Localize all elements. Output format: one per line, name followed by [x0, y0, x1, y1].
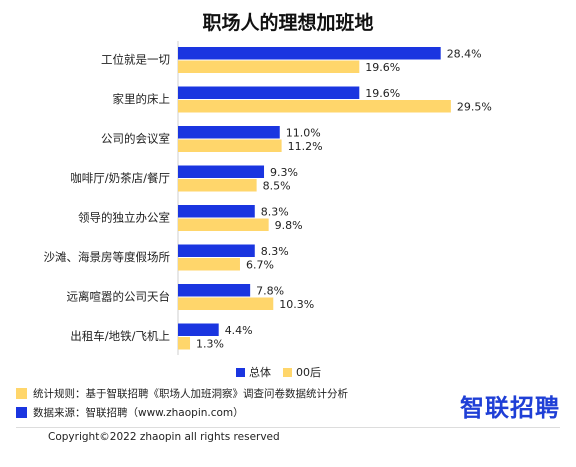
value-label-overall: 9.3% [270, 166, 298, 179]
bar-overall [178, 323, 219, 336]
bar-overall [178, 86, 360, 99]
category-label: 领导的独立办公室 [78, 211, 170, 225]
bar-overall [178, 126, 280, 139]
category-label: 公司的会议室 [101, 132, 170, 146]
chart-title: 职场人的理想加班地 [202, 12, 374, 34]
value-label-overall: 4.4% [225, 324, 253, 337]
note-data-source: 数据来源：智联招聘（www.zhaopin.com） [16, 405, 244, 420]
bar-00s [178, 297, 274, 310]
legend: 总体 00后 [236, 364, 321, 380]
legend-item-00s: 00后 [283, 364, 321, 380]
value-label-overall: 8.3% [261, 206, 289, 219]
zhaopin-logo: 智联招聘 [460, 394, 560, 422]
legend-swatch-00s [283, 367, 292, 377]
category-label: 远离喧嚣的公司天台 [67, 290, 171, 304]
legend-swatch-overall [236, 367, 245, 377]
note-statistics-rule: 统计规则：基于智联招聘《职场人加班洞察》调查问卷数据统计分析 [16, 386, 348, 401]
bar-overall [178, 47, 441, 60]
bar-chart: 工位就是一切 28.4% 19.6% 家里的床上 19.6% 29.5% 公司的会议室 11.… [44, 41, 492, 355]
bar-00s [178, 100, 451, 113]
footer-divider [16, 427, 560, 428]
value-label-overall: 28.4% [447, 48, 482, 61]
bar-overall [178, 244, 255, 257]
value-label-00s: 1.3% [196, 338, 224, 351]
legend-item-overall: 总体 [236, 364, 271, 380]
bar-00s [178, 337, 191, 350]
bar-00s [178, 258, 240, 271]
value-label-00s: 29.5% [457, 101, 492, 114]
category-label: 沙滩、海景房等度假场所 [44, 250, 171, 264]
value-label-00s: 8.5% [263, 180, 291, 193]
bar-00s [178, 218, 269, 231]
bar-overall [178, 284, 251, 297]
note-text-data-source: 数据来源：智联招聘（www.zhaopin.com） [33, 407, 244, 419]
bar-overall [178, 205, 255, 218]
category-label: 出租车/地铁/飞机上 [70, 329, 170, 343]
category-label: 家里的床上 [113, 92, 171, 106]
value-label-00s: 19.6% [365, 61, 400, 74]
category-label: 咖啡厅/奶茶店/餐厅 [70, 171, 170, 185]
note-swatch-blue [16, 407, 27, 418]
category-label: 工位就是一切 [101, 53, 170, 67]
note-text-statistics-rule: 统计规则：基于智联招聘《职场人加班洞察》调查问卷数据统计分析 [33, 388, 348, 400]
value-label-overall: 8.3% [261, 245, 289, 258]
value-label-00s: 10.3% [279, 298, 314, 311]
note-swatch-yellow [16, 388, 27, 399]
value-label-00s: 11.2% [288, 140, 323, 153]
bar-00s [178, 179, 257, 192]
value-label-overall: 7.8% [256, 285, 284, 298]
value-label-overall: 19.6% [365, 87, 400, 100]
value-label-00s: 9.8% [275, 219, 303, 232]
bar-00s [178, 60, 360, 73]
value-label-00s: 6.7% [246, 259, 274, 272]
legend-label-overall: 总体 [249, 366, 271, 379]
bar-overall [178, 165, 265, 178]
legend-label-00s: 00后 [296, 366, 321, 379]
copyright-text: Copyright©2022 zhaopin all rights reserv… [48, 431, 280, 443]
bar-00s [178, 139, 282, 152]
value-label-overall: 11.0% [286, 127, 321, 140]
